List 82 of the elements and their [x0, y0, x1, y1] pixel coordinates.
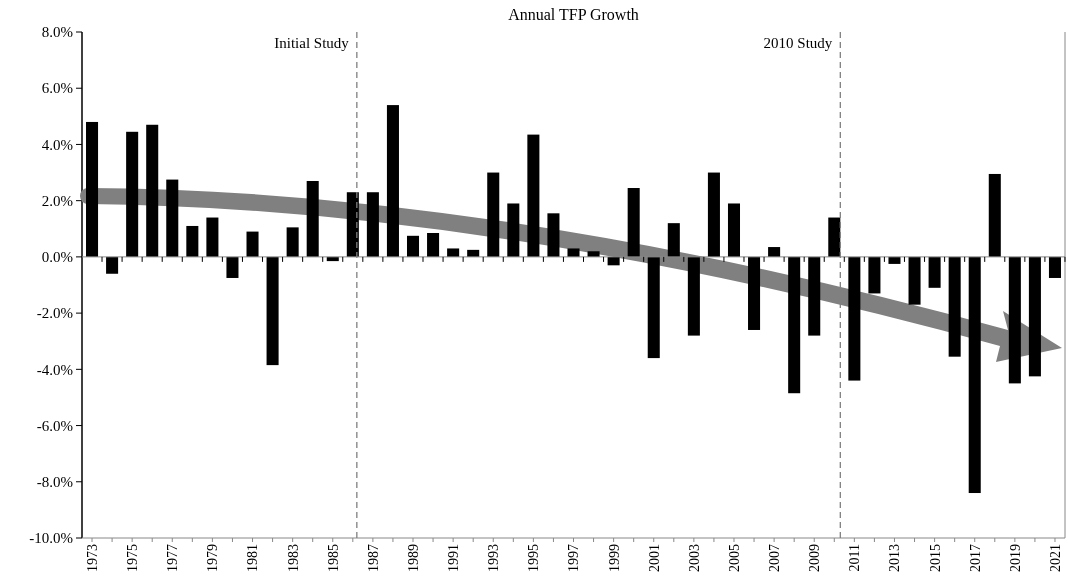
x-tick-label: 2013	[887, 544, 903, 572]
x-tick-label: 2009	[807, 544, 823, 572]
bar	[968, 256, 981, 494]
x-tick-label: 2007	[767, 544, 783, 572]
x-tick-label: 1999	[606, 544, 622, 572]
bar	[166, 179, 179, 257]
x-tick-label: 1985	[325, 544, 341, 572]
bar	[487, 172, 500, 257]
bar	[727, 203, 741, 257]
bar	[346, 192, 359, 257]
ref-line-label: Initial Study	[274, 35, 350, 51]
bar	[226, 256, 239, 278]
x-tick-label: 2001	[646, 544, 662, 572]
bar	[386, 105, 399, 257]
y-tick-label: -6.0%	[36, 417, 73, 434]
bar	[126, 131, 139, 257]
bar	[808, 256, 821, 336]
x-tick-label: 1989	[405, 544, 421, 572]
bar	[848, 256, 861, 381]
x-tick-label: 1973	[84, 544, 100, 572]
x-tick-label: 2019	[1007, 544, 1023, 572]
y-tick-label: 0.0%	[41, 249, 73, 266]
y-tick-label: -8.0%	[36, 474, 73, 491]
bar	[667, 223, 680, 257]
bar	[106, 256, 119, 274]
bar	[527, 134, 540, 257]
bar	[788, 256, 801, 394]
y-tick-label: -2.0%	[36, 305, 73, 322]
y-tick-label: -4.0%	[36, 361, 73, 378]
bar	[908, 256, 921, 305]
bar	[868, 256, 881, 294]
x-tick-label: 1983	[285, 544, 301, 572]
x-tick-label: 2015	[927, 544, 943, 572]
bar	[186, 225, 199, 257]
bar	[146, 124, 159, 257]
y-tick-label: 8.0%	[41, 24, 73, 41]
bar	[306, 180, 319, 257]
bar	[286, 227, 299, 257]
bar	[1048, 256, 1061, 278]
x-tick-label: 2011	[847, 544, 863, 572]
bar	[988, 173, 1001, 257]
bar	[687, 256, 700, 336]
x-tick-label: 1987	[365, 544, 381, 572]
bar	[447, 248, 460, 257]
x-tick-label: 1979	[205, 544, 221, 572]
x-tick-label: 1997	[566, 544, 582, 572]
x-tick-label: 1981	[245, 544, 261, 572]
x-tick-label: 1993	[486, 544, 502, 572]
bar	[748, 256, 761, 330]
x-tick-label: 1995	[526, 544, 542, 572]
bar	[86, 121, 99, 257]
bar	[266, 256, 279, 366]
bar	[707, 172, 720, 257]
chart-title: Annual TFP Growth	[508, 6, 639, 23]
bar	[928, 256, 941, 288]
y-tick-label: -10.0%	[29, 530, 73, 547]
x-tick-label: 2003	[686, 544, 702, 572]
y-tick-label: 6.0%	[41, 80, 73, 97]
bar	[507, 203, 520, 257]
bar	[768, 247, 781, 257]
bar	[1028, 256, 1041, 377]
bar	[948, 256, 961, 357]
x-tick-label: 2005	[726, 544, 742, 572]
bar	[627, 188, 640, 257]
bar	[547, 213, 560, 257]
bar	[647, 256, 660, 359]
y-tick-label: 4.0%	[41, 136, 73, 153]
bar	[1008, 256, 1021, 384]
bar	[206, 217, 219, 257]
x-tick-label: 1977	[165, 544, 181, 572]
y-tick-label: 2.0%	[41, 192, 73, 209]
bar	[406, 235, 420, 257]
ref-line-label: 2010 Study	[763, 35, 833, 51]
x-tick-label: 2021	[1047, 544, 1063, 572]
x-tick-label: 1991	[446, 544, 462, 572]
bar	[828, 217, 841, 257]
bar	[246, 231, 259, 257]
bar	[567, 248, 580, 257]
bar	[366, 192, 379, 257]
x-tick-label: 1975	[125, 544, 141, 572]
x-tick-label: 2017	[967, 544, 983, 572]
bar	[427, 232, 440, 257]
